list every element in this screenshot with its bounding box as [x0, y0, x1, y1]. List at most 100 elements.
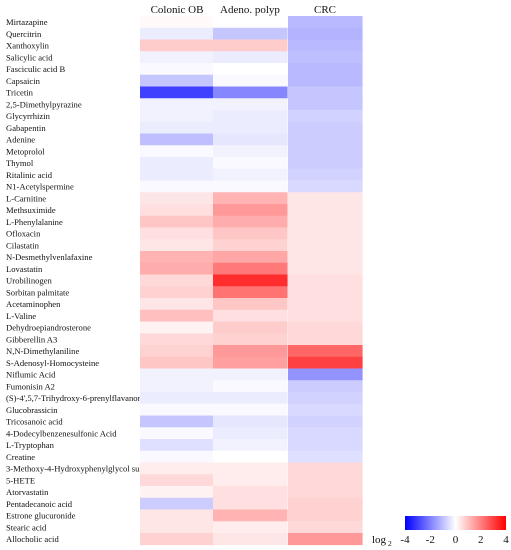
- row-label: L-Phenylalanine: [6, 217, 63, 227]
- heatmap-cell: [213, 462, 288, 475]
- heatmap-cell: [140, 262, 215, 275]
- heatmap-cell: [288, 27, 363, 40]
- row-label: 4-Dodecylbenzenesulfonic Acid: [6, 428, 117, 438]
- heatmap-cell: [140, 333, 215, 346]
- heatmap-cell: [213, 180, 288, 193]
- heatmap-cell: [140, 145, 215, 158]
- heatmap-cell: [213, 403, 288, 416]
- heatmap-cell: [140, 403, 215, 416]
- column-header: Adeno. polyp: [220, 4, 280, 16]
- heatmap-cell: [213, 392, 288, 405]
- heatmap-cell: [140, 157, 215, 170]
- heatmap-cell: [288, 298, 363, 311]
- row-label: Gabapentin: [6, 123, 46, 133]
- row-label: Niflumic Acid: [6, 370, 56, 380]
- heatmap-cell: [288, 133, 363, 146]
- heatmap-cell: [213, 86, 288, 99]
- color-scale-bar: [405, 516, 506, 530]
- heatmap-cell: [288, 368, 363, 381]
- heatmap-cell: [213, 286, 288, 299]
- row-label: Estrone glucuronide: [6, 511, 76, 521]
- heatmap-cell: [140, 415, 215, 428]
- heatmap-cell: [140, 356, 215, 369]
- heatmap-cell: [140, 204, 215, 217]
- heatmap-cell: [288, 157, 363, 170]
- heatmap-cell: [213, 251, 288, 264]
- row-label: Stearic acid: [6, 522, 47, 532]
- row-label: Acetaminophen: [6, 299, 61, 309]
- row-label: Capsaicin: [6, 76, 41, 86]
- heatmap-cell: [213, 439, 288, 452]
- heatmap-cell: [140, 39, 215, 52]
- heatmap-cell: [288, 145, 363, 158]
- heatmap-cell: [140, 462, 215, 475]
- heatmap-cell: [288, 204, 363, 217]
- heatmap-cell: [140, 345, 215, 358]
- heatmap-cell: [140, 239, 215, 252]
- heatmap-cell: [140, 74, 215, 87]
- heatmap-cell: [140, 133, 215, 146]
- row-label: Xanthoxylin: [6, 41, 50, 51]
- heatmap-cell: [288, 286, 363, 299]
- heatmap-cell: [288, 427, 363, 440]
- heatmap-cell: [213, 168, 288, 181]
- heatmap-cell: [213, 239, 288, 252]
- heatmap-cell: [288, 474, 363, 487]
- row-label: L-Valine: [6, 311, 36, 321]
- heatmap-cell: [140, 427, 215, 440]
- heatmap-cell: [288, 462, 363, 475]
- row-label: Tricetin: [6, 88, 34, 98]
- row-label: Fasciculic acid B: [6, 64, 65, 74]
- heatmap-cell: [288, 403, 363, 416]
- heatmap-cell: [213, 415, 288, 428]
- row-labels: Mirtazapine Quercitrin XanthoxylinSalicyli…: [6, 17, 155, 544]
- heatmap-cell: [288, 321, 363, 334]
- row-label: 5-HETE: [6, 475, 35, 485]
- row-label: L-Carnitine: [6, 193, 46, 203]
- color-scale-tick: 0: [453, 534, 459, 546]
- color-scale-label: log: [372, 534, 387, 546]
- heatmap-cell: [140, 521, 215, 534]
- heatmap-cell: [213, 474, 288, 487]
- row-label: Lovastatin: [6, 264, 43, 274]
- row-label: Metoprolol: [6, 146, 45, 156]
- heatmap-cell: [140, 286, 215, 299]
- heatmap-cell: [213, 16, 288, 29]
- heatmap-cell: [213, 227, 288, 240]
- heatmap-cell: [288, 309, 363, 322]
- heatmap-cell: [213, 427, 288, 440]
- heatmap-cell: [213, 204, 288, 217]
- heatmap-cell: [140, 274, 215, 287]
- heatmap-cell: [288, 415, 363, 428]
- row-label: (S)-4',5,7-Trihydroxy-6-prenylflavanone: [6, 393, 146, 403]
- row-label: 3-Methoxy-4-Hydroxyphenylglycol sulfate: [6, 464, 155, 474]
- row-label: Ritalinic acid: [6, 170, 53, 180]
- heatmap-cell: [213, 521, 288, 534]
- heatmap-cell: [213, 274, 288, 287]
- heatmap-cell: [288, 98, 363, 111]
- heatmap-cell: [288, 486, 363, 499]
- color-scale-tick: 2: [478, 534, 484, 546]
- row-label: N1-Acetylspermine: [6, 182, 74, 192]
- row-label: Allocholic acid: [6, 534, 59, 544]
- heatmap-cell: [140, 439, 215, 452]
- row-label: Salicylic acid: [6, 52, 53, 62]
- heatmap-cell: [288, 521, 363, 534]
- heatmap-cell: [288, 227, 363, 240]
- heatmap-cell: [213, 215, 288, 228]
- heatmap-cell: [288, 439, 363, 452]
- heatmap-cell: [288, 180, 363, 193]
- heatmap-cell: [140, 309, 215, 322]
- heatmap-cell: [288, 274, 363, 287]
- heatmap-cell: [213, 262, 288, 275]
- heatmap-cell: [140, 51, 215, 64]
- heatmap-cell: [288, 356, 363, 369]
- row-label: Glycyrrhizin: [6, 111, 51, 121]
- heatmap-cell: [213, 333, 288, 346]
- row-label: Fumonisin A2: [6, 381, 55, 391]
- row-label: Creatine: [6, 452, 35, 462]
- heatmap-cell: [213, 450, 288, 463]
- heatmap-cell: [140, 63, 215, 76]
- heatmap-cell: [140, 27, 215, 40]
